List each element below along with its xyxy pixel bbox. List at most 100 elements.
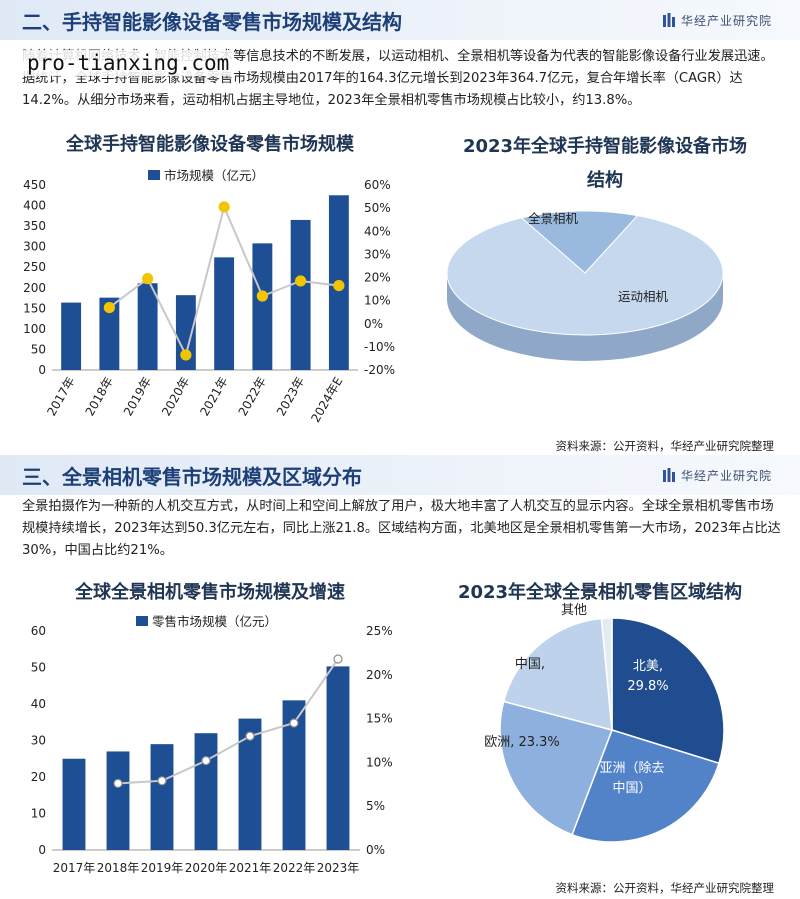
- chart3-xtick-label: 2023年: [317, 861, 360, 875]
- brand-label-2: 华经产业研究院: [662, 467, 772, 484]
- chart3-y2tick-label: 15%: [366, 712, 393, 726]
- chart1-y2tick-label: 60%: [364, 178, 391, 192]
- chart1-ytick-label: 300: [23, 240, 46, 254]
- chart3-xtick-label: 2018年: [97, 861, 140, 875]
- chart4-slice-label: 其他: [561, 603, 587, 618]
- chart1-ytick-label: 0: [38, 363, 46, 377]
- chart3-ytick-label: 10: [31, 807, 46, 821]
- chart1-xtick-label: 2023年: [274, 375, 307, 419]
- chart3-ytick-label: 40: [31, 697, 46, 711]
- chart1-bar: [290, 219, 311, 370]
- chart1-ytick-label: 450: [23, 178, 46, 192]
- chart3-growth-point: [201, 756, 211, 766]
- chart1-growth-point: [142, 273, 154, 285]
- section-title-2: 三、全景相机零售市场规模及区域分布: [22, 465, 362, 489]
- section-header-2: 三、全景相机零售市场规模及区域分布 华经产业研究院: [0, 455, 800, 495]
- chart3-xtick-label: 2019年: [141, 861, 184, 875]
- chart3-bar: [282, 700, 306, 850]
- chart3-growth-point: [289, 718, 299, 728]
- chart3-bar: [238, 718, 262, 850]
- chart1-growth-point: [333, 279, 345, 292]
- chart4-pie-slice: [611, 617, 725, 765]
- chart4-slice-label: 北美,: [633, 659, 663, 674]
- watermark-url: pro-tianxing.com: [22, 50, 235, 76]
- brand-text-2: 华经产业研究院: [680, 469, 772, 483]
- chart4-pie-slice: [600, 617, 613, 731]
- chart3-ytick-label: 60: [31, 624, 46, 638]
- chart3-legend-swatch: [136, 616, 148, 626]
- chart1-xtick-label: 2018年: [83, 375, 116, 419]
- chart1-ytick-label: 350: [23, 219, 46, 233]
- chart2-pie-slice: [446, 215, 724, 336]
- section2-paragraph: 全景拍摄作为一种新的人机交互方式，从时间上和空间上解放了用户，极大地丰富了人机交…: [22, 499, 781, 558]
- chart4-slice-label: 中国,: [515, 657, 545, 672]
- chart2-pie-slice: [520, 210, 639, 274]
- chart1-xtick-label: 2019年: [121, 375, 154, 419]
- section-title-1: 二、手持智能影像设备零售市场规模及结构: [22, 10, 402, 34]
- chart3-xtick-label: 2022年: [273, 861, 316, 875]
- chart3-growth-point: [333, 654, 343, 664]
- chart3-title: 全球全景相机零售市场规模及增速: [75, 582, 345, 603]
- chart3-y2tick-label: 5%: [366, 799, 385, 813]
- chart4-title: 2023年全球全景相机零售区域结构: [457, 582, 743, 603]
- chart1-y2tick-label: 30%: [364, 247, 391, 261]
- chart3-growth-point: [157, 776, 167, 786]
- chart1-y2tick-label: -10%: [364, 340, 395, 354]
- source-note-2: 资料来源：公开资料，华经产业研究院整理: [555, 881, 775, 895]
- chart4-slice-label: 亚洲（除去: [599, 761, 664, 776]
- source-note-1: 资料来源：公开资料，华经产业研究院整理: [555, 439, 775, 453]
- chart1-bar: [175, 295, 196, 370]
- chart4-slice-label: 欧洲, 23.3%: [484, 735, 560, 750]
- chart3-ytick-label: 20: [31, 770, 46, 784]
- chart3-xtick-label: 2020年: [185, 861, 228, 875]
- brand-logo-icon: [662, 468, 675, 482]
- chart1-y2tick-label: 40%: [364, 224, 391, 238]
- chart1-bar: [61, 302, 82, 370]
- chart4-slice-label: 中国）: [612, 781, 651, 796]
- chart1-ytick-label: 250: [23, 260, 46, 274]
- chart1-bar: [99, 297, 120, 370]
- chart3-growth-line: [117, 658, 339, 785]
- chart1-bar: [252, 243, 273, 370]
- chart3-bar: [106, 751, 130, 850]
- chart3-bar: [326, 666, 350, 850]
- chart1-y2tick-label: -20%: [364, 363, 395, 377]
- chart1-xtick-label: 2024年E: [308, 375, 345, 425]
- chart1-bar: [214, 257, 235, 370]
- chart4-slice-label: 29.8%: [627, 679, 668, 694]
- chart4-pie-slice: [499, 700, 613, 836]
- brand-label-1: 华经产业研究院: [662, 12, 772, 29]
- chart1-xtick-label: 2022年: [236, 375, 269, 419]
- chart3-y2tick-label: 25%: [366, 624, 393, 638]
- chart1-legend-swatch: [148, 170, 160, 180]
- chart3-growth-point: [245, 731, 255, 741]
- brand-logo-icon: [662, 13, 675, 27]
- chart3-y2tick-label: 10%: [366, 755, 393, 769]
- chart3-bar: [62, 758, 86, 850]
- chart3-bar: [150, 744, 174, 850]
- chart1-xtick-label: 2021年: [197, 375, 230, 419]
- chart1-growth-point: [103, 301, 115, 314]
- chart3-bar: [194, 733, 218, 850]
- chart3-ytick-label: 50: [31, 661, 46, 675]
- chart1-y2tick-label: 20%: [364, 271, 391, 285]
- chart1-legend-label: 市场规模（亿元）: [164, 168, 264, 183]
- chart1-ytick-label: 100: [23, 322, 46, 336]
- chart1-xtick-label: 2020年: [159, 375, 192, 419]
- chart1-xtick-label: 2017年: [44, 375, 77, 419]
- chart3-legend-label: 零售市场规模（亿元）: [152, 614, 277, 629]
- chart1-growth-point: [180, 349, 192, 361]
- chart1-growth-point: [295, 275, 307, 287]
- chart1-y2tick-label: 10%: [364, 294, 391, 308]
- chart3-y2tick-label: 0%: [366, 843, 385, 857]
- chart3-y2tick-label: 20%: [366, 668, 393, 682]
- chart1-y2tick-label: 50%: [364, 201, 391, 215]
- chart3-xtick-label: 2017年: [53, 861, 96, 875]
- chart1-svg: 0 50 100 150 200 250 300 350 400 450 -20% -10% 0% 10%…: [23, 168, 395, 425]
- chart1-title: 全球手持智能影像设备零售市场规模: [66, 134, 354, 155]
- section-header-1: 二、手持智能影像设备零售市场规模及结构 华经产业研究院: [0, 0, 800, 40]
- chart1-growth-point: [218, 201, 230, 213]
- chart2-slice-label: 运动相机: [618, 289, 669, 304]
